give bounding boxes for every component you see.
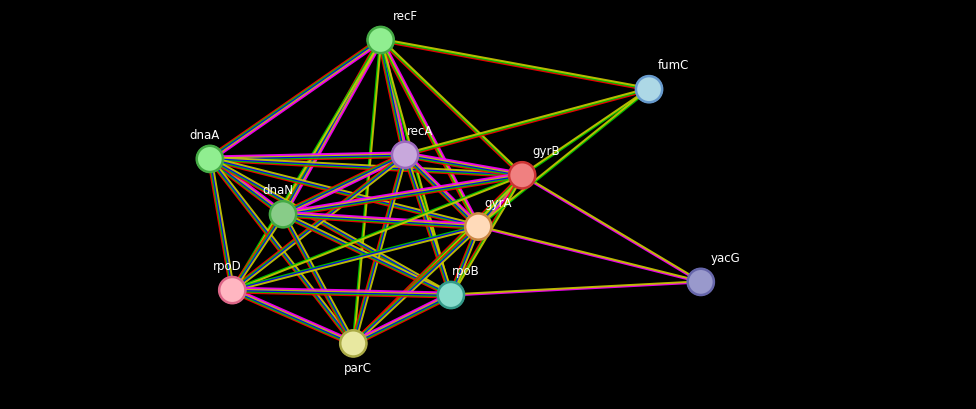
Text: yacG: yacG xyxy=(711,251,740,264)
Text: fumC: fumC xyxy=(658,59,689,72)
Text: dnaA: dnaA xyxy=(190,128,220,142)
Text: recA: recA xyxy=(406,124,433,137)
Text: dnaN: dnaN xyxy=(263,184,294,197)
Text: gyrA: gyrA xyxy=(484,196,511,209)
Circle shape xyxy=(636,77,662,103)
Circle shape xyxy=(368,28,393,54)
Circle shape xyxy=(688,269,713,295)
Circle shape xyxy=(220,277,245,303)
Text: recF: recF xyxy=(392,10,418,23)
Circle shape xyxy=(438,282,464,308)
Circle shape xyxy=(270,202,296,228)
Circle shape xyxy=(341,330,366,357)
Text: rpoB: rpoB xyxy=(452,264,479,277)
Text: rpoD: rpoD xyxy=(213,259,242,272)
Circle shape xyxy=(466,214,491,240)
Circle shape xyxy=(197,146,223,173)
Circle shape xyxy=(392,142,418,169)
Text: gyrB: gyrB xyxy=(533,145,560,158)
Text: parC: parC xyxy=(345,362,372,375)
Circle shape xyxy=(509,163,535,189)
